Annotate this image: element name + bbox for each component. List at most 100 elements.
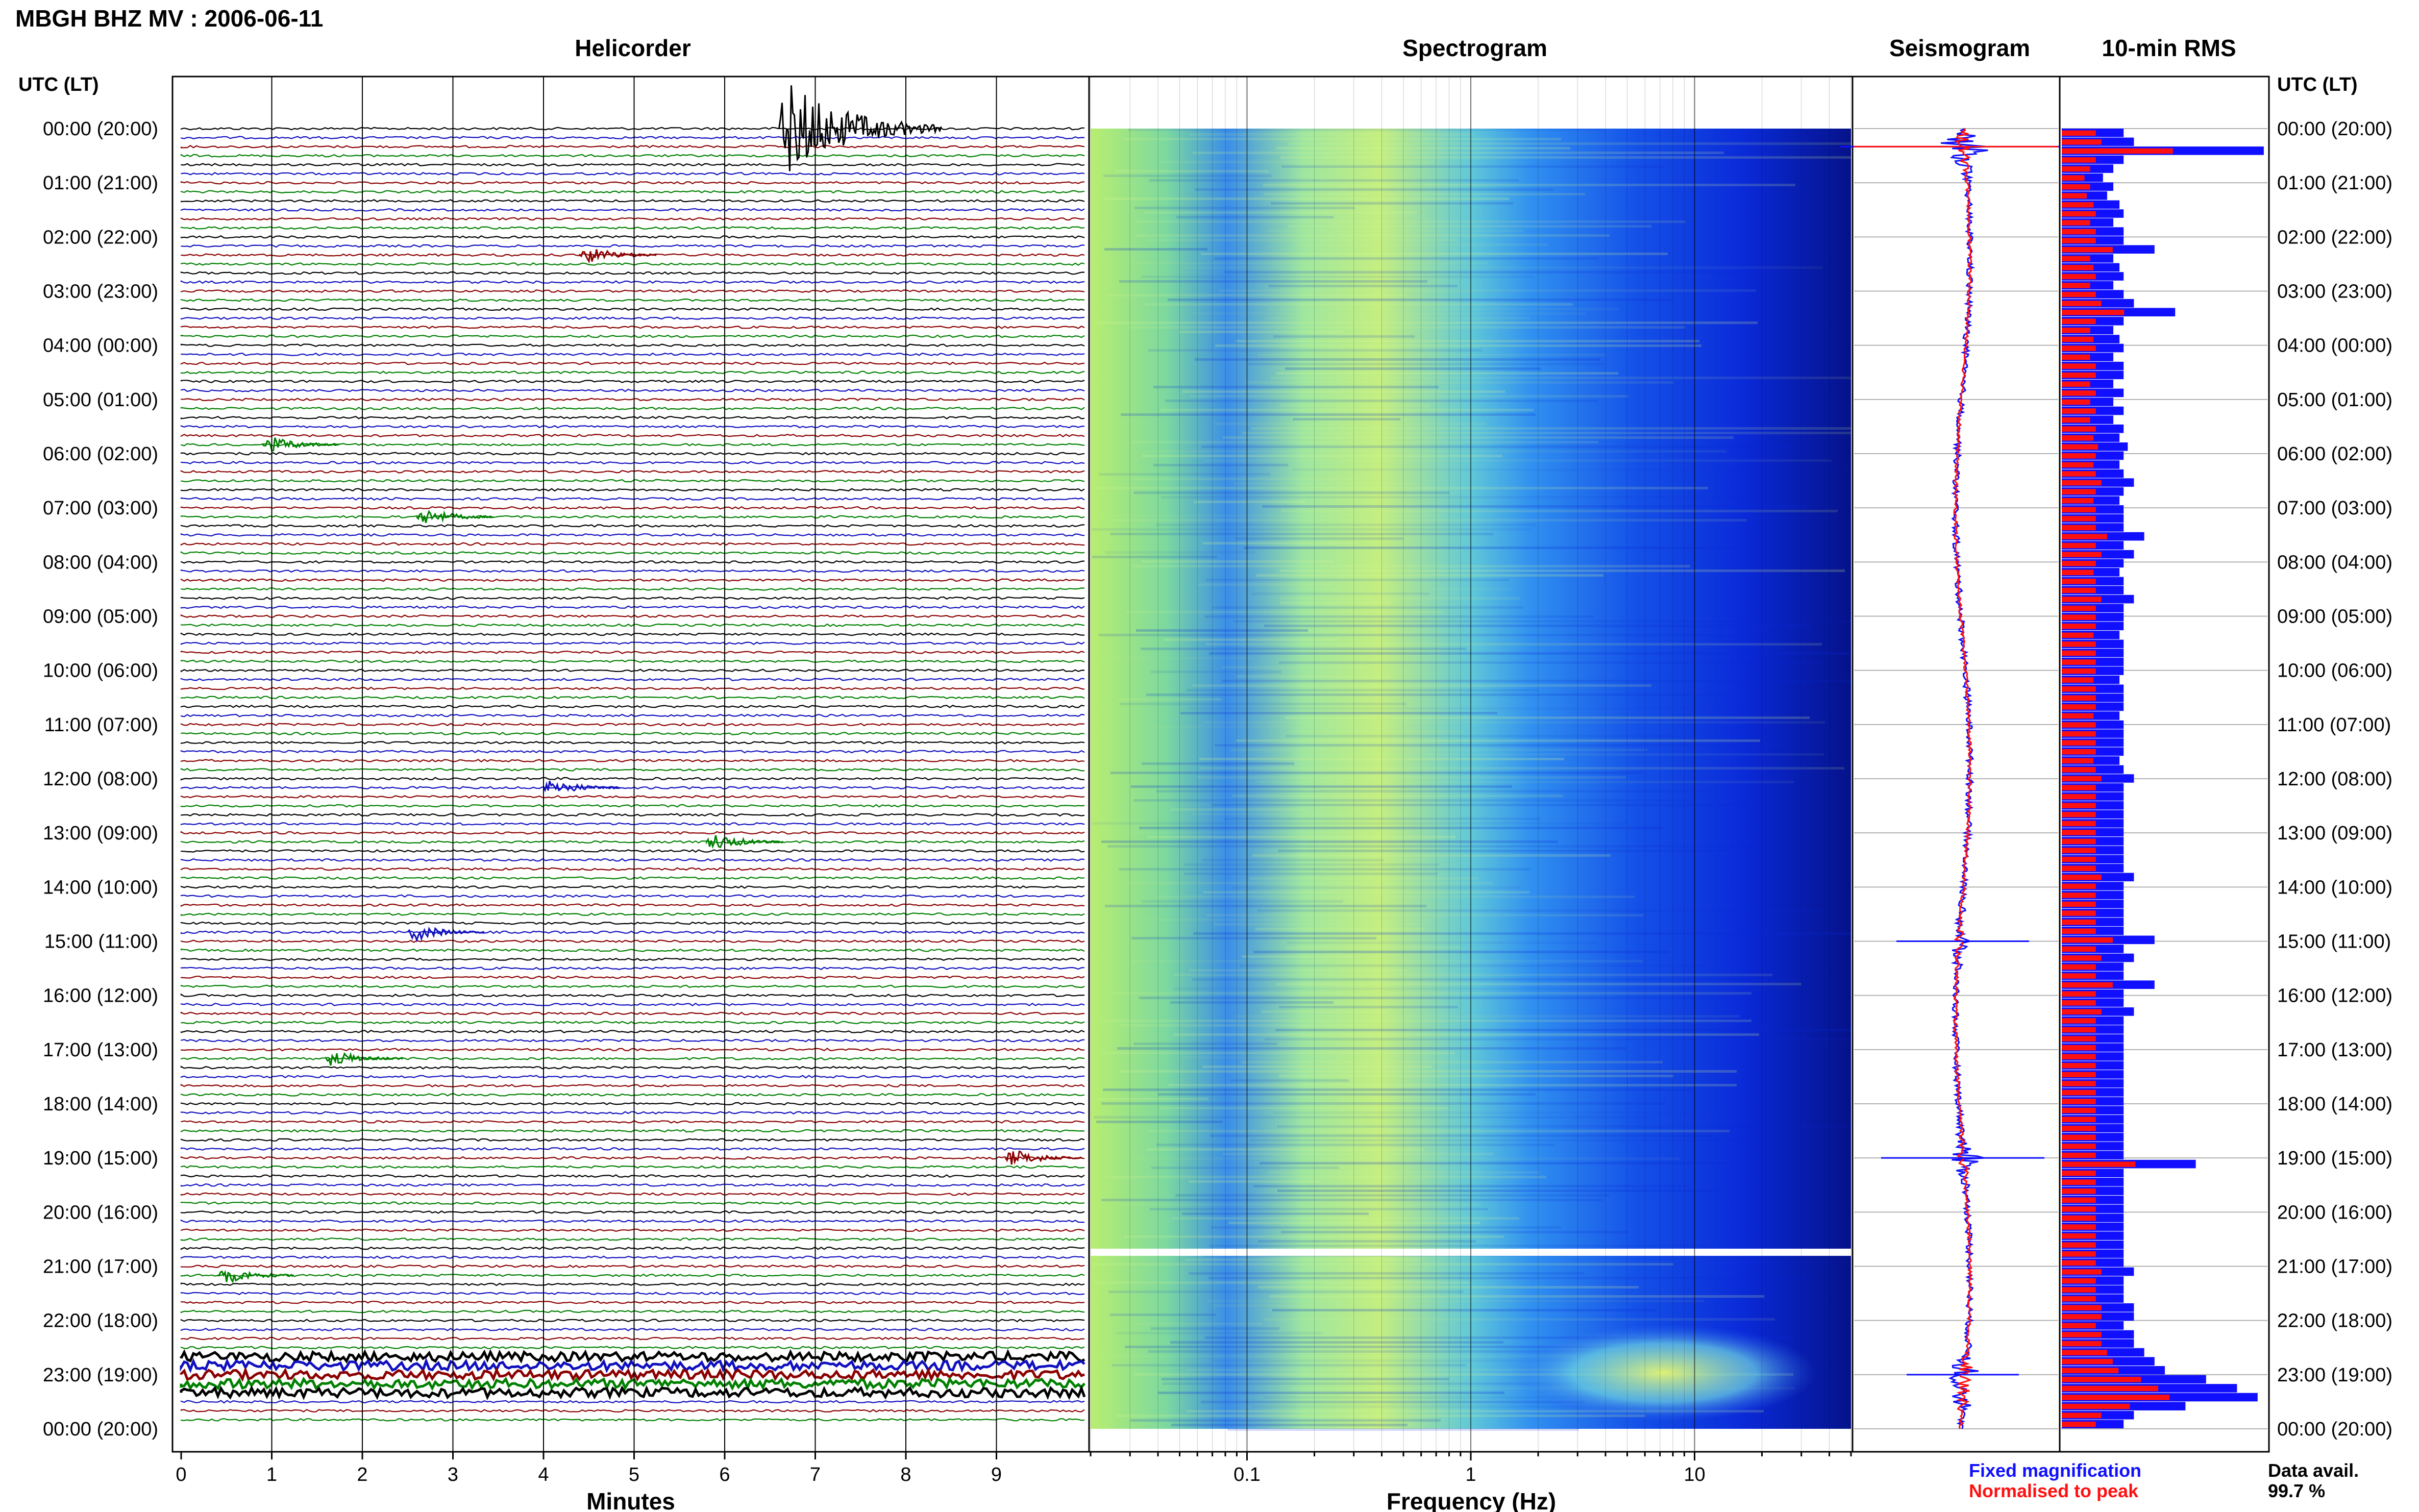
spectrogram-stripe — [1176, 216, 1334, 218]
time-label-right: 06:00 (02:00) — [2277, 443, 2392, 465]
spectrogram-stripe — [1195, 188, 1553, 191]
rms-bar-normalised — [2062, 1045, 2096, 1051]
spectrogram-stripe — [1119, 868, 1531, 871]
helicorder-trace — [180, 921, 1085, 925]
spectrogram-stripe — [1151, 1167, 1339, 1169]
spectrogram-stripe — [1215, 423, 1486, 425]
spectrogram-stripe — [1272, 1309, 1656, 1311]
spectrogram-stripe — [1276, 372, 1618, 375]
helicorder-trace — [180, 1030, 1085, 1033]
time-label-right: 16:00 (12:00) — [2277, 985, 2392, 1007]
spectrogram-stripe — [1142, 455, 1502, 457]
time-label-left: 07:00 (03:00) — [43, 498, 158, 519]
rms-bar-normalised — [2062, 838, 2096, 845]
spectrogram-stripe — [1110, 519, 1747, 522]
rms-bar-normalised — [2062, 1305, 2102, 1310]
spectrogram-stripe — [1225, 271, 1745, 274]
helicorder-trace — [180, 551, 1085, 555]
spectrogram-stripe — [1212, 606, 1523, 609]
spectrogram-stripe — [1163, 1382, 1661, 1385]
helicorder-trace — [180, 298, 1085, 302]
rms-bar-normalised — [2062, 919, 2096, 925]
spectrogram-stripe — [1222, 666, 1366, 668]
helicorder-event-waveform — [416, 510, 493, 523]
spectrogram-stripe — [1264, 625, 1811, 627]
time-label-right: 04:00 (00:00) — [2277, 335, 2392, 357]
helicorder-trace — [180, 1011, 1085, 1015]
spectrogram-stripe — [1171, 1424, 1408, 1426]
spectrogram-stripe — [1275, 1029, 1851, 1031]
rms-bar-normalised — [2062, 641, 2096, 647]
rms-bar-normalised — [2062, 1368, 2119, 1373]
helicorder-trace — [180, 361, 1085, 365]
spectrogram-stripe — [1268, 308, 1619, 310]
spectrogram-stripe — [1107, 845, 1766, 848]
spectrogram-stripe — [1132, 960, 1643, 962]
helicorder-trace — [180, 957, 1085, 961]
spectrogram-stripe — [1262, 505, 1810, 508]
spectrogram-stripe — [1101, 840, 1558, 843]
helicorder-trace — [180, 813, 1085, 817]
spectrogram-stripe — [1092, 528, 1531, 531]
time-axis-title-right: UTC (LT) — [2277, 74, 2358, 95]
rms-bar-normalised — [2062, 363, 2096, 369]
helicorder-trace — [180, 1210, 1085, 1214]
helicorder-trace — [180, 208, 1085, 212]
frequency-tick-label: 1 — [1465, 1464, 1476, 1485]
rms-bar-normalised — [2062, 462, 2094, 468]
spectrogram-stripe — [1142, 762, 1294, 765]
rms-bar-normalised — [2062, 695, 2096, 701]
rms-bar-normalised — [2062, 354, 2090, 360]
helicorder-trace — [180, 569, 1085, 573]
rms-bar-normalised — [2062, 1018, 2096, 1024]
spectrogram-stripe — [1118, 698, 1221, 701]
spectrogram-stripe — [1133, 1157, 1680, 1160]
rms-bar-normalised — [2062, 632, 2094, 638]
rms-bar-normalised — [2062, 471, 2096, 477]
helicorder-trace — [180, 515, 1085, 519]
time-label-right: 19:00 (15:00) — [2277, 1148, 2392, 1169]
rms-bar-normalised — [2062, 489, 2096, 494]
spectrogram-stripe — [1156, 1144, 1555, 1146]
spectrogram-stripe — [1248, 363, 1605, 365]
rms-bar-normalised — [2062, 345, 2096, 351]
spectrogram-stripe — [1153, 386, 1439, 388]
spectrogram-stripe — [1115, 170, 1269, 172]
rms-bar-normalised — [2062, 614, 2096, 620]
spectrogram-stripe — [1117, 1047, 1626, 1050]
rms-bar-normalised — [2062, 928, 2096, 934]
minute-tick-label: 4 — [538, 1464, 549, 1485]
rms-bar-normalised — [2062, 1188, 2096, 1194]
helicorder-trace — [180, 1048, 1085, 1052]
time-label-left: 06:00 (02:00) — [43, 443, 158, 465]
rms-bar-normalised — [2062, 148, 2173, 154]
rms-bar-normalised — [2062, 283, 2090, 288]
helicorder-trace — [180, 894, 1085, 898]
rms-bar-normalised — [2062, 1314, 2102, 1320]
frequency-tick-label: 0.1 — [1233, 1464, 1261, 1485]
spectrogram-stripe — [1186, 1258, 1421, 1261]
spectrogram-stripe — [1253, 1405, 1686, 1408]
spectrogram-stripe — [1101, 1052, 1454, 1054]
rms-bar-normalised — [2062, 1251, 2096, 1257]
rms-bar-normalised — [2062, 336, 2094, 342]
spectrogram-stripe — [1201, 1401, 1585, 1403]
spectrogram-stripe — [1175, 1194, 1609, 1197]
spectrogram-stripe — [1103, 1088, 1694, 1091]
rms-bar-normalised — [2062, 758, 2094, 764]
spectrogram-stripe — [1256, 574, 1603, 577]
seismogram-title: Seismogram — [1889, 35, 2030, 61]
helicorder-trace — [180, 181, 1085, 185]
rms-bar-normalised — [2062, 1412, 2102, 1418]
frequency-tick-label: 10 — [1684, 1464, 1705, 1485]
spectrogram-stripe — [1148, 450, 1726, 453]
spectrogram-stripe — [1148, 349, 1482, 352]
helicorder-trace — [180, 804, 1085, 808]
rms-bar-normalised — [2062, 767, 2096, 773]
spectrogram-stripe — [1206, 643, 1822, 646]
spectrogram-stripe — [1136, 234, 1610, 237]
spectrogram-stripe — [1096, 321, 1758, 324]
spectrogram-stripe — [1132, 441, 1598, 443]
spectrogram-stripe — [1148, 239, 1459, 241]
helicorder-trace — [180, 966, 1085, 971]
